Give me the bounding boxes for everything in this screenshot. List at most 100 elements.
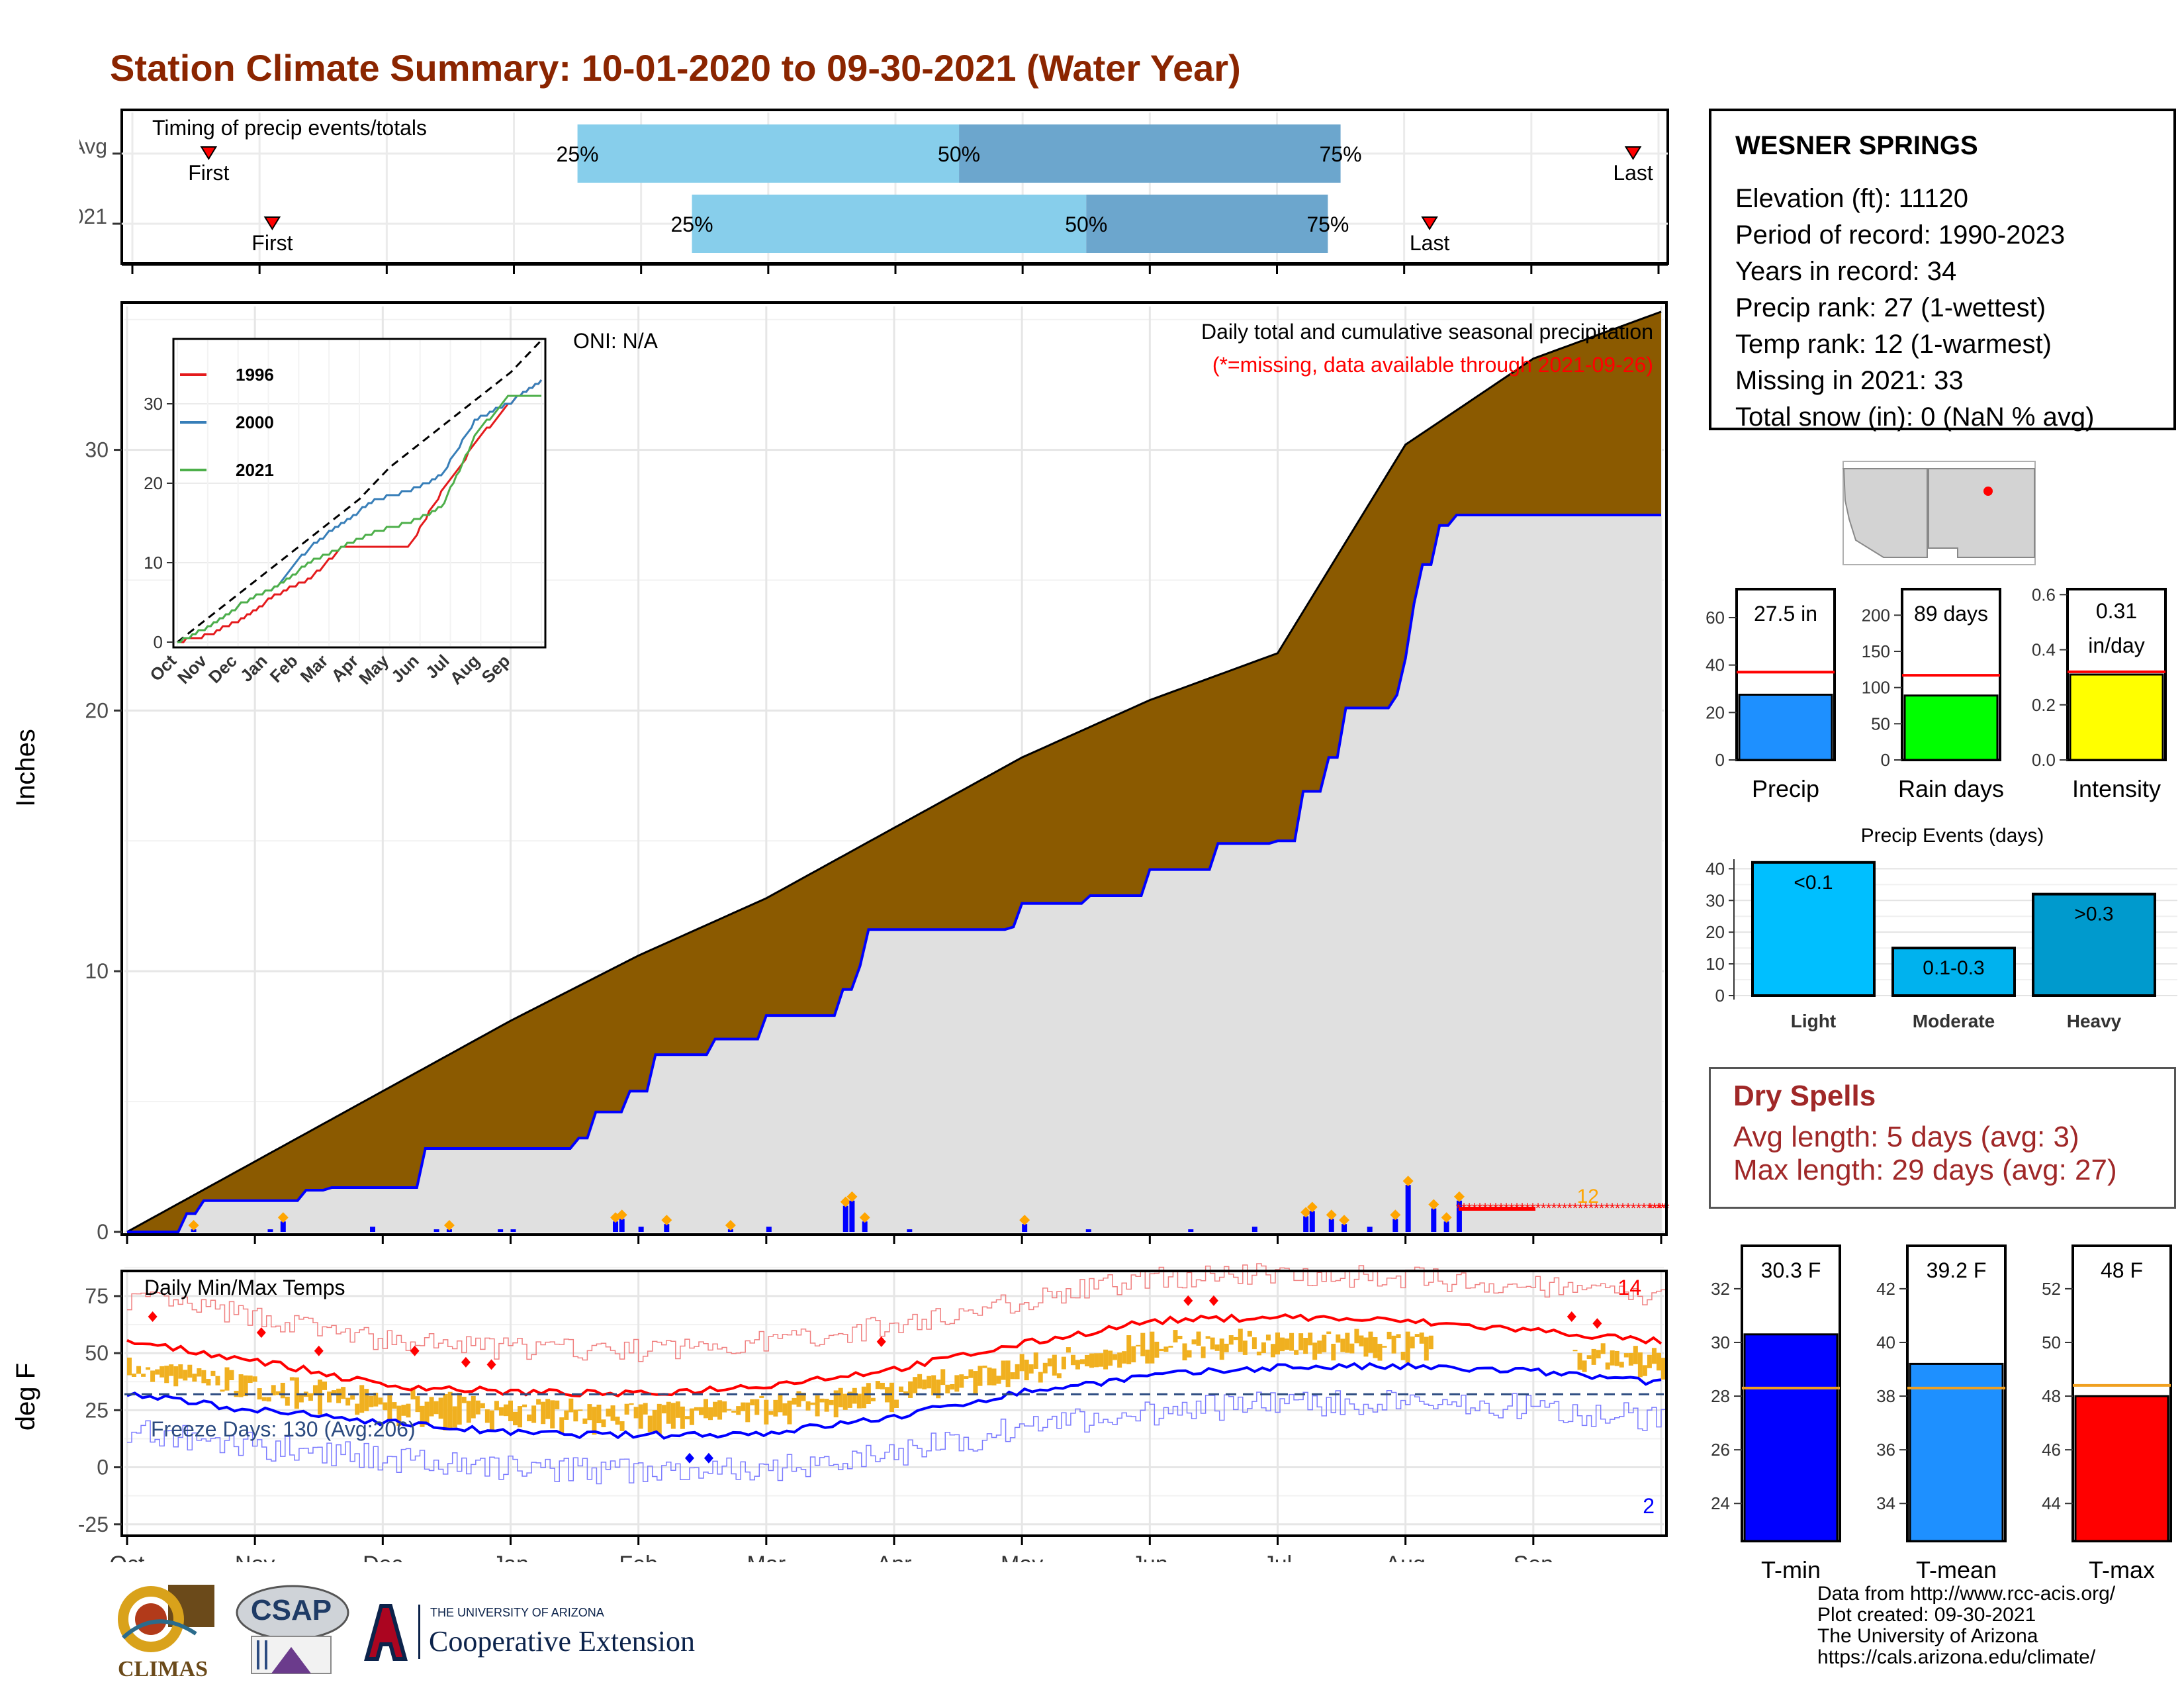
- daily-temp-bar: [1270, 1344, 1275, 1358]
- summary-y-tick-label: 26: [1711, 1440, 1730, 1460]
- daily-temp-bar: [1419, 1332, 1424, 1344]
- daily-temp-bar: [378, 1397, 383, 1405]
- missing-day-marker: *: [1648, 1200, 1654, 1217]
- csap-text: CSAP: [250, 1594, 332, 1626]
- daily-temp-bar: [629, 1403, 634, 1405]
- daily-temp-bar: [1070, 1354, 1075, 1366]
- record-high-marker: [486, 1359, 496, 1370]
- temp-y-tick-label: 75: [85, 1284, 109, 1308]
- daily-temp-bar: [680, 1406, 685, 1429]
- daily-temp-bar: [1256, 1351, 1261, 1356]
- missing-day-marker: *: [1656, 1200, 1662, 1217]
- timing-bar-q50-q75: [959, 124, 1341, 183]
- daily-temp-bar: [1605, 1362, 1610, 1370]
- daily-temp-bar: [387, 1393, 392, 1421]
- missing-day-marker: *: [1652, 1200, 1658, 1217]
- missing-day-marker: *: [1551, 1200, 1557, 1217]
- daily-temp-bar: [1084, 1354, 1089, 1367]
- daily-temp-bar: [889, 1382, 894, 1413]
- daily-temp-bar: [559, 1417, 565, 1434]
- daily-temp-bar: [1103, 1349, 1109, 1370]
- missing-day-marker: *: [1620, 1200, 1626, 1217]
- summary-card-name: T-mean: [1916, 1556, 1997, 1581]
- summary-y-tick-label: 44: [2042, 1493, 2061, 1513]
- daily-temp-bar: [1298, 1333, 1304, 1350]
- locator-map: [1843, 461, 2036, 565]
- daily-temp-bar: [1354, 1329, 1359, 1344]
- daily-precip-bar: [1431, 1208, 1437, 1232]
- daily-temp-bar: [555, 1400, 560, 1409]
- timing-caption: Timing of precip events/totals: [152, 116, 427, 140]
- summary-value-unit: in/day: [2088, 633, 2144, 657]
- daily-temp-bar: [1428, 1335, 1433, 1350]
- daily-temp-bar: [261, 1397, 267, 1401]
- missing-day-marker: *: [1657, 1200, 1663, 1217]
- daily-temp-bar: [466, 1401, 471, 1423]
- summary-y-tick-label: 0.0: [2032, 750, 2056, 770]
- heavy-event-marker: [616, 1209, 627, 1221]
- daily-temp-bar: [875, 1381, 880, 1389]
- events-y-tick-label: 40: [1706, 859, 1725, 878]
- daily-precip-bar: [1188, 1229, 1194, 1232]
- daily-temp-bar: [1294, 1350, 1299, 1355]
- daily-temp-bar: [1391, 1335, 1396, 1354]
- summary-y-tick-label: 50: [2042, 1333, 2061, 1352]
- daily-temp-bar: [1052, 1354, 1057, 1376]
- temp-ylabel: deg F: [11, 1363, 40, 1430]
- missing-day-marker: *: [1631, 1200, 1637, 1217]
- daily-temp-bar: [1075, 1360, 1080, 1370]
- daily-precip-bar: [1328, 1219, 1334, 1232]
- daily-precip-bar: [1303, 1216, 1309, 1232]
- footer-source: Data from http://www.rcc-acis.org/: [1817, 1583, 2116, 1605]
- summary-card-name: Rain days: [1898, 775, 2004, 802]
- month-tick-label: Aug: [1385, 1552, 1426, 1562]
- station-temp-rank: Temp rank: 12 (1-warmest): [1735, 330, 2052, 359]
- timing-row-label-2021: 2021: [79, 205, 107, 228]
- footer-url: https://cals.arizona.edu/climate/: [1817, 1646, 2096, 1668]
- daily-temp-bar: [745, 1402, 751, 1423]
- missing-day-marker: *: [1647, 1200, 1653, 1217]
- daily-temp-bar: [1586, 1355, 1592, 1360]
- daily-temp-bar: [1285, 1338, 1290, 1350]
- daily-temp-bar: [1414, 1334, 1420, 1338]
- daily-temp-bar: [1140, 1333, 1146, 1356]
- daily-temp-bar: [1251, 1337, 1257, 1350]
- summary-card-name: Precip: [1752, 775, 1819, 802]
- precip-events-chart: Precip Events (days) 0 10 20 30 40 <0.1 Light 0…: [1706, 825, 2177, 1031]
- daily-temp-bar: [913, 1377, 918, 1393]
- daily-temp-bar: [1210, 1337, 1215, 1350]
- daily-temp-bar: [1656, 1352, 1661, 1371]
- daily-temp-bar: [1619, 1362, 1624, 1368]
- timing-last-label: Last: [1613, 161, 1653, 185]
- summary-value-label: 39.2 F: [1927, 1258, 1987, 1282]
- heavy-event-marker: [661, 1215, 672, 1226]
- daily-precip-bar: [907, 1229, 913, 1232]
- station-period: Period of record: 1990-2023: [1735, 220, 2066, 250]
- daily-temp-bar: [420, 1405, 425, 1427]
- daily-temp-bar: [498, 1407, 504, 1416]
- missing-note: (*=missing, data available through 2021-…: [1212, 353, 1653, 377]
- heavy-event-marker: [1306, 1201, 1318, 1213]
- daily-temp-bar: [764, 1399, 769, 1425]
- daily-temp-bar: [1005, 1360, 1011, 1387]
- missing-day-marker: *: [1572, 1200, 1578, 1217]
- precip-panel: ****************************************…: [11, 301, 1670, 1244]
- precip-summary-cards: 0 20 40 60 27.5 in Precip 0 50 100 150 200 89 days R…: [1706, 585, 2167, 802]
- temp-panel: 75 50 25 0 -25 Oct Nov Dec Jan Feb Mar Apr May Jun Jul…: [11, 1263, 1668, 1562]
- daily-temp-bar: [945, 1384, 950, 1393]
- daily-temp-bar: [666, 1401, 671, 1424]
- climas-emblem-icon: [118, 1585, 214, 1652]
- missing-day-marker: *: [1557, 1200, 1563, 1217]
- daily-temp-bar: [127, 1357, 132, 1376]
- daily-temp-bar: [861, 1386, 866, 1409]
- daily-temp-bar: [1163, 1346, 1169, 1352]
- daily-temp-bar: [1303, 1337, 1308, 1354]
- daily-temp-bar: [1400, 1352, 1406, 1360]
- daily-temp-bar: [1159, 1348, 1164, 1352]
- daily-temp-bar: [638, 1404, 643, 1429]
- daily-temp-bar: [508, 1400, 513, 1421]
- inset-y-tick-label: 20: [144, 473, 163, 493]
- inset-average-line: [177, 339, 543, 643]
- daily-temp-bar: [201, 1370, 206, 1383]
- summary-value-bar: [1743, 1333, 1839, 1542]
